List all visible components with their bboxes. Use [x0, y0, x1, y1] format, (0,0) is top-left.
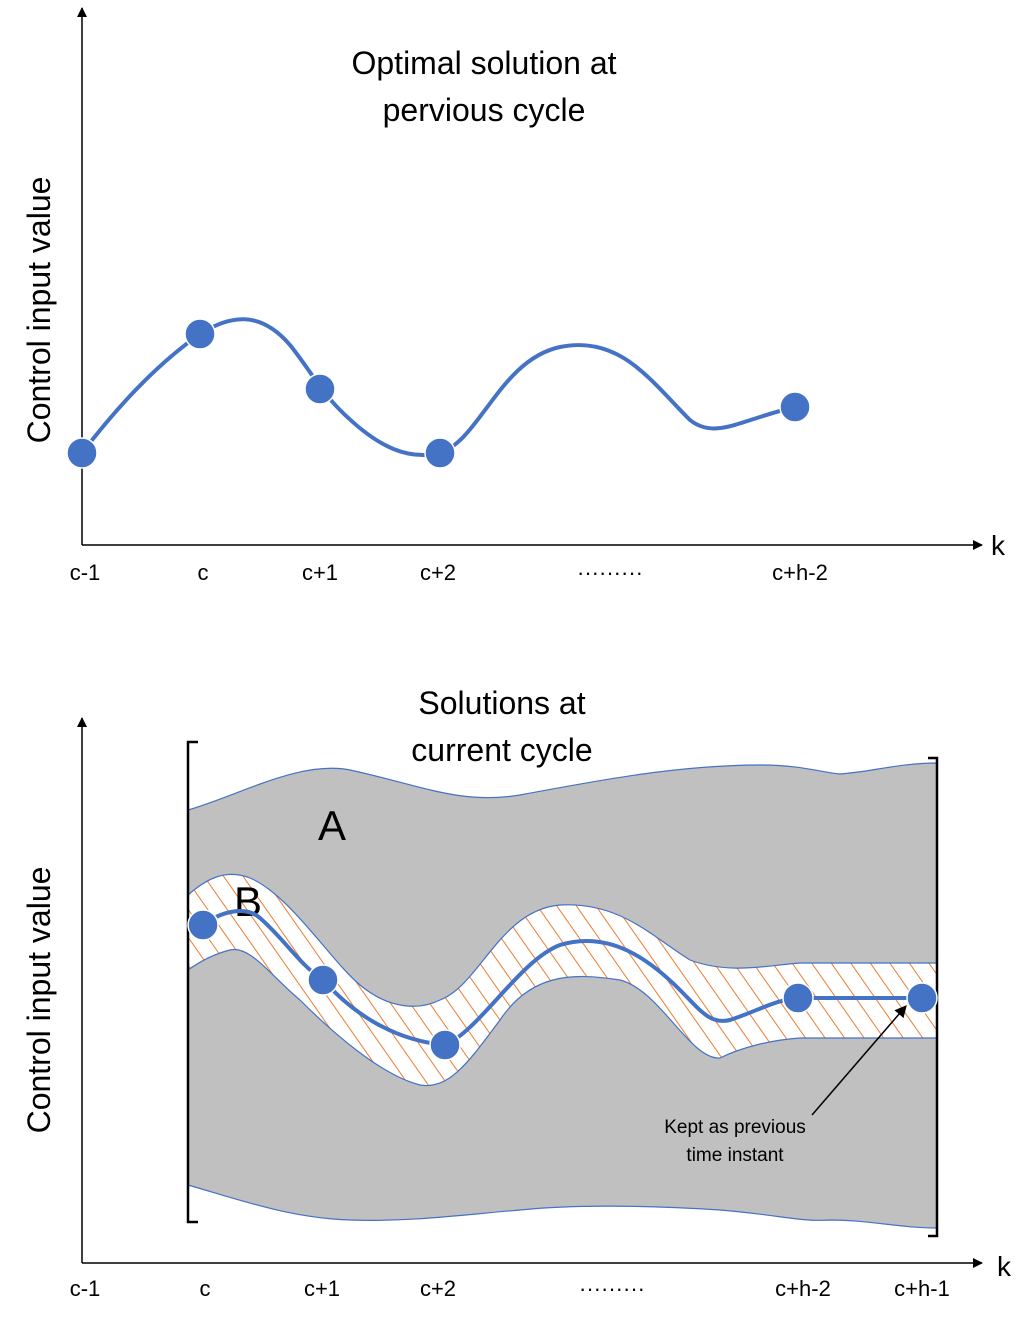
top-title-line2: pervious cycle [383, 92, 586, 128]
annotation-line2: time instant [686, 1145, 784, 1166]
bottom-point-c+1 [307, 964, 339, 996]
bottom-point-c [187, 909, 219, 941]
top-tick-label: c+h-2 [772, 560, 828, 585]
bottom-point-c+2 [429, 1029, 461, 1061]
top-point-c+h-2 [779, 391, 811, 423]
region-b [187, 873, 938, 1087]
annotation-line1: Kept as previous [664, 1117, 806, 1138]
top-panel: Optimal solution at pervious cycle Contr… [21, 7, 1006, 585]
bottom-tick-label: c-1 [70, 1276, 101, 1301]
bottom-panel: Solutions at current cycle Control input… [21, 685, 1012, 1301]
bottom-tick-label: ········· [579, 1276, 645, 1301]
top-point-c-1 [66, 437, 98, 469]
top-tick-label: ········· [577, 560, 643, 585]
bottom-solution-curve [201, 909, 922, 1048]
top-y-axis-label: Control input value [21, 177, 57, 444]
left-bracket [186, 740, 198, 1224]
top-point-c+2 [424, 437, 456, 469]
bottom-title-line1: Solutions at [418, 685, 585, 721]
top-x-axis-label: k [991, 530, 1006, 561]
top-point-c [184, 318, 216, 350]
top-title-line1: Optimal solution at [351, 45, 616, 81]
top-tick-label: c [198, 560, 209, 585]
bottom-point-c+h-2 [782, 982, 814, 1014]
bottom-y-axis-label: Control input value [21, 867, 57, 1134]
bottom-title-line2: current cycle [411, 732, 592, 768]
top-tick-label: c-1 [70, 560, 101, 585]
region-a-label: A [318, 802, 346, 849]
bottom-tick-label: c+2 [420, 1276, 456, 1301]
annotation-arrow [811, 1005, 907, 1116]
bottom-tick-label: c+h-2 [775, 1276, 831, 1301]
bottom-x-axis-label: k [997, 1251, 1012, 1282]
bottom-tick-label: c [200, 1276, 211, 1301]
top-point-c+1 [304, 373, 336, 405]
top-tick-label: c+2 [420, 560, 456, 585]
bottom-tick-label: c+1 [304, 1276, 340, 1301]
top-tick-label: c+1 [302, 560, 338, 585]
bottom-tick-label: c+h-1 [894, 1276, 950, 1301]
bottom-point-c+h-1 [906, 982, 938, 1014]
